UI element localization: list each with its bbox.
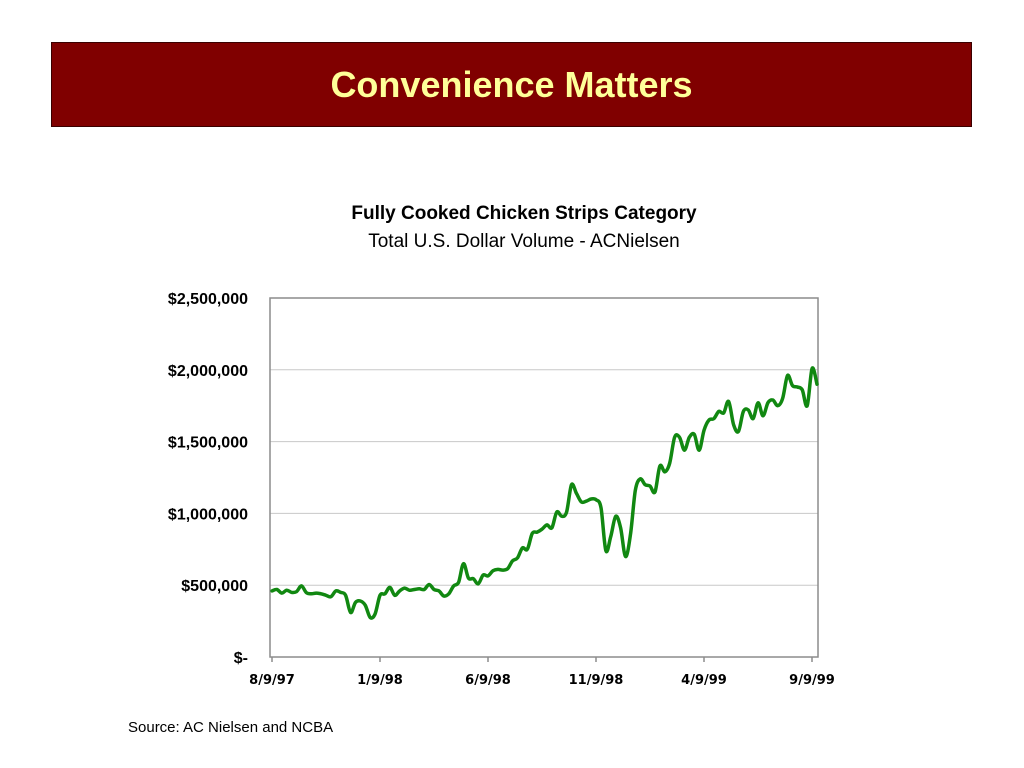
series-line xyxy=(270,366,819,620)
y-tick-label: $500,000 xyxy=(181,578,248,595)
y-tick-label: $- xyxy=(234,650,248,667)
x-tick-label: 6/9/98 xyxy=(465,673,511,688)
x-tick-label: 11/9/98 xyxy=(569,673,624,688)
y-tick-label: $2,000,000 xyxy=(168,363,248,380)
y-tick-label: $2,500,000 xyxy=(168,291,248,308)
title-banner: Convenience Matters xyxy=(51,42,972,127)
chart-subtitle: Total U.S. Dollar Volume - ACNielsen xyxy=(368,231,680,252)
slide-title: Convenience Matters xyxy=(330,63,693,105)
x-tick-label: 4/9/99 xyxy=(681,673,727,688)
chart-title: Fully Cooked Chicken Strips Category xyxy=(351,203,697,224)
x-tick-label: 8/9/97 xyxy=(249,673,295,688)
x-tick-label: 9/9/99 xyxy=(789,673,835,688)
source-note: Source: AC Nielsen and NCBA xyxy=(128,719,334,736)
y-tick-label: $1,000,000 xyxy=(168,506,248,523)
y-tick-label: $1,500,000 xyxy=(168,435,248,452)
x-tick-label: 1/9/98 xyxy=(357,673,403,688)
plot-area xyxy=(269,297,819,658)
